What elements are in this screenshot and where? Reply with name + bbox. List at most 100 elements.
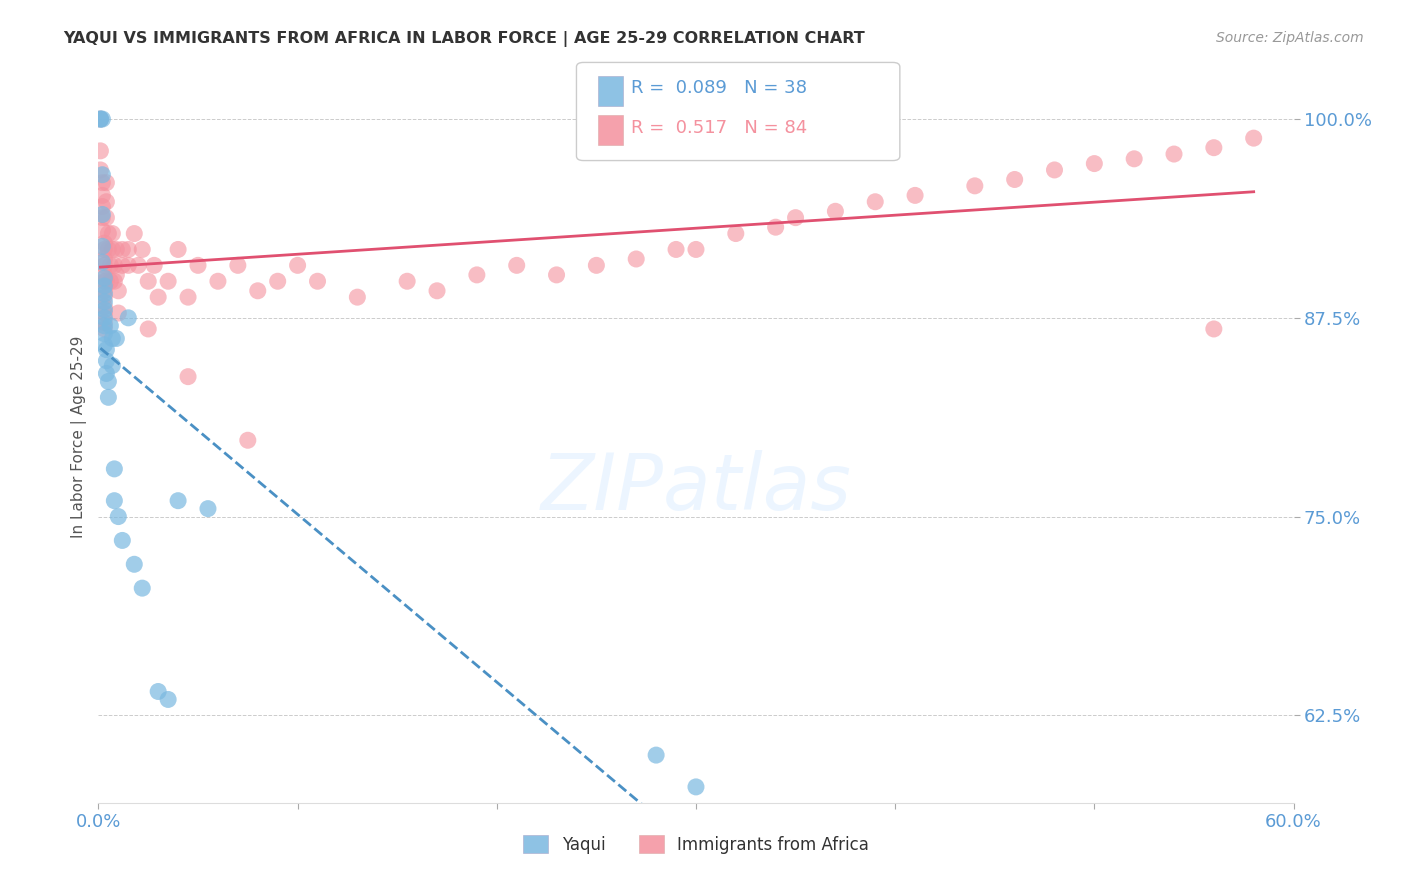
Point: [96, 211, 118, 225]
Point: [426, 284, 449, 298]
Point: [93, 318, 115, 333]
Point: [124, 558, 146, 572]
Point: [101, 243, 124, 257]
Point: [96, 343, 118, 357]
Text: R =  0.517   N = 84: R = 0.517 N = 84: [631, 119, 807, 136]
Point: [101, 227, 124, 241]
Point: [93, 322, 115, 336]
Point: [117, 258, 139, 272]
Point: [93, 290, 115, 304]
Point: [865, 194, 887, 209]
Point: [246, 284, 269, 298]
Point: [103, 493, 125, 508]
Point: [98, 274, 122, 288]
Point: [91, 239, 114, 253]
Legend: Yaqui, Immigrants from Africa: Yaqui, Immigrants from Africa: [516, 829, 876, 860]
Point: [506, 258, 529, 272]
Point: [93, 252, 115, 266]
Text: Source: ZipAtlas.com: Source: ZipAtlas.com: [1216, 31, 1364, 45]
Point: [89, 144, 111, 158]
Point: [107, 306, 129, 320]
Point: [103, 462, 125, 476]
Point: [91, 223, 114, 237]
Point: [226, 258, 249, 272]
Point: [117, 243, 139, 257]
Point: [98, 258, 122, 272]
Point: [96, 367, 118, 381]
Point: [1163, 147, 1185, 161]
Point: [111, 243, 134, 257]
Point: [136, 274, 159, 288]
Point: [97, 375, 120, 389]
Text: ZIPatlas: ZIPatlas: [540, 450, 852, 526]
Point: [97, 390, 120, 404]
Point: [1083, 156, 1105, 170]
Point: [101, 331, 124, 345]
Point: [665, 243, 688, 257]
Point: [1202, 322, 1225, 336]
Point: [267, 274, 290, 288]
Point: [167, 493, 190, 508]
Point: [91, 200, 114, 214]
Point: [93, 338, 115, 352]
Point: [93, 300, 115, 314]
Point: [177, 290, 200, 304]
Point: [103, 274, 125, 288]
Point: [785, 211, 807, 225]
Point: [187, 258, 209, 272]
Point: [96, 194, 118, 209]
Point: [93, 326, 115, 341]
Point: [93, 302, 115, 317]
Point: [287, 258, 309, 272]
Point: [89, 163, 111, 178]
Point: [124, 227, 146, 241]
Point: [117, 310, 139, 325]
Point: [97, 243, 120, 257]
Point: [177, 369, 200, 384]
Point: [127, 258, 149, 272]
Point: [346, 290, 368, 304]
Point: [131, 243, 153, 257]
Point: [236, 434, 259, 448]
Point: [93, 236, 115, 251]
Point: [97, 227, 120, 241]
Point: [105, 243, 128, 257]
Point: [93, 316, 115, 330]
Point: [963, 178, 986, 193]
Point: [98, 318, 122, 333]
Point: [1202, 141, 1225, 155]
Point: [93, 310, 115, 325]
Point: [91, 255, 114, 269]
Point: [96, 353, 118, 368]
Point: [103, 258, 125, 272]
Point: [765, 220, 787, 235]
Point: [93, 294, 115, 309]
Point: [1004, 172, 1026, 186]
Point: [105, 268, 128, 282]
Point: [824, 204, 846, 219]
Point: [93, 268, 115, 282]
Point: [96, 176, 118, 190]
Point: [111, 533, 134, 548]
Point: [626, 252, 648, 266]
Point: [111, 258, 134, 272]
Point: [101, 359, 124, 373]
Point: [89, 112, 111, 126]
Point: [143, 258, 166, 272]
Point: [396, 274, 419, 288]
Point: [685, 243, 707, 257]
Point: [1243, 131, 1265, 145]
Point: [93, 306, 115, 320]
Point: [93, 271, 115, 285]
Point: [91, 176, 114, 190]
Point: [93, 274, 115, 288]
Point: [148, 684, 170, 698]
Point: [93, 287, 115, 301]
Point: [91, 112, 114, 126]
Point: [91, 168, 114, 182]
Point: [148, 290, 170, 304]
Point: [89, 112, 111, 126]
Point: [585, 258, 607, 272]
Point: [93, 243, 115, 257]
Point: [107, 284, 129, 298]
